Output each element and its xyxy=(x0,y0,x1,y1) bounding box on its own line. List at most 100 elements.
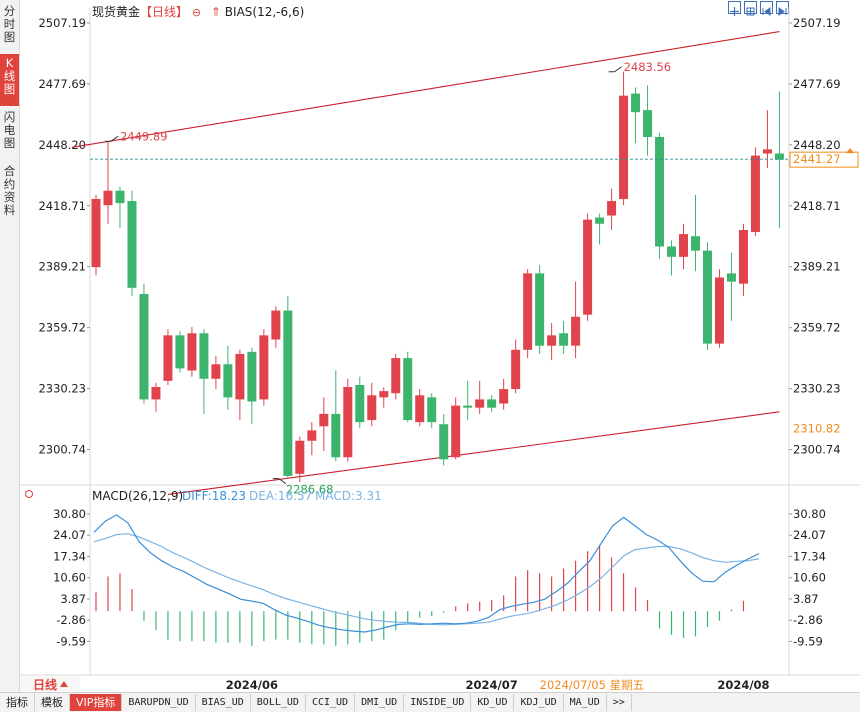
sidebar-tab-3[interactable]: 合约资料 xyxy=(3,164,16,217)
candle-body xyxy=(559,333,569,346)
candle-body xyxy=(115,190,125,204)
candle-body xyxy=(499,389,509,404)
price-tick-right: 2330.23 xyxy=(793,382,841,396)
candle-body xyxy=(487,399,497,408)
sidebar: 分时图 K线图闪电图合约资料 xyxy=(0,0,20,711)
candle-body xyxy=(619,95,629,199)
indicator-arrow-icon: ⇑ xyxy=(210,5,221,19)
indicator-tab-9[interactable]: KD_UD xyxy=(471,694,515,711)
first-page-icon[interactable] xyxy=(760,1,773,16)
candlestick-chart[interactable]: 2507.19 2507.19 2477.69 2477.69 2448.20 2448.… xyxy=(0,0,860,692)
indicator-tab-3[interactable]: BARUPDN_UD xyxy=(122,694,196,711)
macd-title: MACD(26,12,9) xyxy=(92,489,183,503)
price-tick-left: 2359.72 xyxy=(38,321,86,335)
candle-body xyxy=(175,335,185,369)
high-annotation: 2449.89 xyxy=(120,129,168,143)
annotation-pointer xyxy=(110,135,119,142)
indicator-name[interactable]: BIAS(12,-6,6) xyxy=(224,5,305,19)
xaxis-label: 2024/06 xyxy=(226,678,278,692)
candle-body xyxy=(199,333,209,379)
last-page-icon[interactable] xyxy=(776,1,789,16)
macd-tick-right: 17.34 xyxy=(793,549,826,563)
macd-tick-left: 24.07 xyxy=(53,528,86,542)
candle-body xyxy=(355,384,365,423)
candle-body xyxy=(415,395,425,423)
candle-body xyxy=(595,217,605,224)
indicator-tab-6[interactable]: CCI_UD xyxy=(306,694,356,711)
period-tag[interactable]: 【日线】 xyxy=(140,5,189,19)
macd-diff-label: DIFF:18.23 xyxy=(182,489,246,503)
indicator-tab-0[interactable]: 指标 xyxy=(0,694,35,711)
indicator-tab-8[interactable]: INSIDE_UD xyxy=(404,694,472,711)
sidebar-tab-0[interactable]: 分时图 xyxy=(3,4,16,44)
price-tick-right: 2507.19 xyxy=(793,16,841,30)
macd-value-label: MACD:3.31 xyxy=(315,489,382,503)
macd-tick-left: 3.87 xyxy=(60,592,86,606)
macd-tick-right: 30.80 xyxy=(793,507,826,521)
candle-body xyxy=(774,153,784,160)
macd-tick-left: 17.34 xyxy=(53,549,86,563)
candle-body xyxy=(391,358,401,394)
dea-line xyxy=(93,533,760,626)
xaxis-label: 2024/07 xyxy=(466,678,518,692)
indicator-tab-7[interactable]: DMI_UD xyxy=(355,694,405,711)
candle-body xyxy=(738,229,748,284)
channel-label-box xyxy=(790,421,858,437)
macd-tick-right: 24.07 xyxy=(793,528,826,542)
candle-body xyxy=(319,413,329,427)
indicator-tab-4[interactable]: BIAS_UD xyxy=(196,694,251,711)
channel-line-lower xyxy=(167,411,780,496)
candle-body xyxy=(283,310,293,476)
sidebar-tab-2[interactable]: 闪电图 xyxy=(3,110,16,150)
candle-body xyxy=(139,294,149,400)
indicator-tab-bar: 指标 模板 VIP指标 BARUPDN_UD BIAS_UD BOLL_UD CCI_UD D… xyxy=(0,692,860,712)
indicator-tab-12[interactable]: >> xyxy=(607,694,632,711)
sidebar-tab-1[interactable]: K线图 xyxy=(0,54,19,106)
candle-body xyxy=(331,413,341,458)
candle-body xyxy=(762,149,772,154)
price-tick-left: 2477.69 xyxy=(38,77,86,91)
candle-body xyxy=(211,364,221,379)
last-price-label: 2441.27 xyxy=(793,152,841,166)
macd-tick-right: -9.59 xyxy=(793,634,823,648)
candle-body xyxy=(655,136,665,247)
candle-body xyxy=(451,405,461,458)
xaxis-label: 2024/07/05 星期五 xyxy=(540,678,644,692)
price-tick-right: 2477.69 xyxy=(793,77,841,91)
price-tick-right: 2448.20 xyxy=(793,138,841,152)
indicator-tab-1[interactable]: 模板 xyxy=(35,694,70,711)
candle-body xyxy=(187,333,197,371)
candle-body xyxy=(571,316,581,346)
candle-body xyxy=(427,397,437,423)
indicator-tab-10[interactable]: KDJ_UD xyxy=(514,694,564,711)
candle-body xyxy=(535,273,545,346)
candle-body xyxy=(463,405,473,408)
settings-icon[interactable]: ⊖ xyxy=(191,6,202,19)
annotation-pointer xyxy=(614,66,622,73)
candle-body xyxy=(259,335,269,400)
indicator-tab-11[interactable]: MA_UD xyxy=(564,694,607,711)
candle-body xyxy=(523,273,533,350)
candle-body xyxy=(714,277,724,344)
indicator-tab-2[interactable]: VIP指标 xyxy=(70,694,123,711)
price-tick-left: 2448.20 xyxy=(38,138,86,152)
candle-body xyxy=(163,335,173,381)
diff-line xyxy=(93,514,760,633)
grid-icon[interactable] xyxy=(744,1,757,16)
candle-body xyxy=(691,236,700,251)
high-annotation: 2483.56 xyxy=(624,60,672,74)
low-annotation: 2286.68 xyxy=(286,483,334,497)
candle-body xyxy=(367,395,377,421)
candle-body xyxy=(679,234,689,257)
indicator-tab-5[interactable]: BOLL_UD xyxy=(251,694,306,711)
candle-body xyxy=(511,349,521,390)
candle-body xyxy=(379,391,389,398)
period-dropdown-icon xyxy=(60,681,68,687)
move-icon[interactable] xyxy=(728,1,741,16)
candle-body xyxy=(127,201,137,288)
candle-body xyxy=(726,273,736,282)
candle-body xyxy=(247,351,257,402)
candle-body xyxy=(295,440,305,474)
channel-line-upper xyxy=(71,31,780,148)
price-tick-left: 2418.71 xyxy=(38,199,86,213)
